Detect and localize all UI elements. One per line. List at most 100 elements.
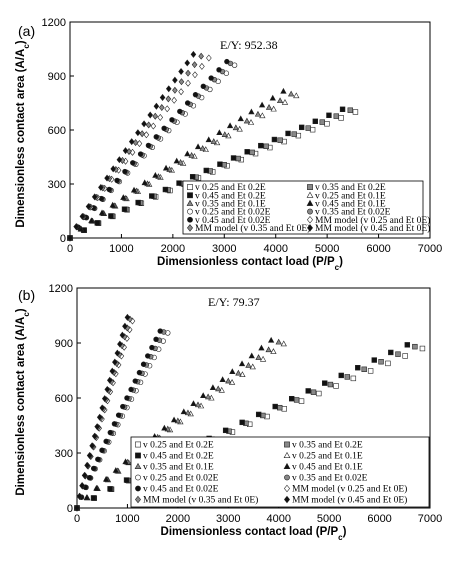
data-point xyxy=(170,416,178,423)
legend-item: v 0.35 and Et 0.02E xyxy=(284,474,368,484)
data-point xyxy=(109,367,116,375)
data-point xyxy=(255,354,262,360)
legend-marker xyxy=(135,441,141,448)
data-point xyxy=(249,363,256,370)
data-point xyxy=(173,157,180,164)
data-point xyxy=(184,100,191,106)
legend-item: v 0.35 and Et 0.2E xyxy=(284,441,363,451)
x-tick-label: 1000 xyxy=(109,243,133,255)
data-point xyxy=(245,361,252,368)
data-point xyxy=(90,495,97,501)
legend-label: MM model (v 0.45 and Et 0E) xyxy=(292,495,407,506)
legend-item: v 0.25 and Et 0.2E xyxy=(187,183,266,193)
legend-marker xyxy=(284,474,290,481)
x-tick-label: 3000 xyxy=(216,513,240,525)
data-point xyxy=(204,393,212,400)
data-point xyxy=(123,477,130,483)
legend-item: v 0.45 and Et 0.2E xyxy=(135,452,214,462)
data-point xyxy=(178,78,185,86)
data-point xyxy=(235,155,241,162)
data-point xyxy=(298,398,305,404)
legend-label: v 0.35 and Et 0.02E xyxy=(292,474,368,484)
y-tick-label: 600 xyxy=(55,393,73,405)
data-point xyxy=(219,376,226,382)
data-point xyxy=(157,328,163,334)
data-point xyxy=(136,369,143,376)
legend-item: v 0.25 and Et 0.02E xyxy=(187,208,271,218)
legend-item: v 0.35 and Et 0.1E xyxy=(134,462,214,473)
y-tick-label: 600 xyxy=(48,125,66,137)
data-point xyxy=(164,105,170,113)
data-point xyxy=(367,368,374,374)
data-point xyxy=(378,359,384,365)
data-point xyxy=(235,369,242,376)
annotation-ey: E/Y: 952.38 xyxy=(220,38,278,52)
legend-label: v 0.25 and Et 0.1E xyxy=(315,191,386,201)
data-point xyxy=(258,101,266,108)
data-point xyxy=(165,95,172,103)
data-point xyxy=(132,378,138,384)
legend-label: v 0.25 and Et 0.2E xyxy=(143,441,214,451)
data-point xyxy=(178,88,184,96)
data-point xyxy=(143,131,150,139)
data-point xyxy=(222,427,229,434)
data-point xyxy=(281,406,287,412)
y-axis-label: Dimensionless contact area (A/Ac) xyxy=(15,40,31,227)
data-point xyxy=(145,121,152,129)
data-point xyxy=(276,97,284,104)
data-point xyxy=(171,96,177,104)
data-point xyxy=(350,375,357,382)
data-point xyxy=(114,177,120,184)
panel-label: (b) xyxy=(18,287,35,303)
data-point xyxy=(136,140,143,148)
data-point xyxy=(305,125,311,131)
legend-item: v 0.45 and Et 0.2E xyxy=(187,191,266,201)
data-point xyxy=(280,340,287,347)
data-point xyxy=(147,111,154,119)
legend-marker xyxy=(187,224,193,232)
data-point xyxy=(190,400,197,407)
data-point xyxy=(327,381,334,388)
legend-item: v 0.35 and Et 0.2E xyxy=(307,183,386,193)
data-point xyxy=(79,482,85,490)
x-axis-label: Dimensionless contact load (P/Pc) xyxy=(157,256,343,272)
data-point xyxy=(277,404,283,411)
legend-item: MM model (v 0.35 and Et 0E) xyxy=(135,495,258,506)
data-point xyxy=(371,357,377,363)
legend-item: v 0.25 and Et 0.1E xyxy=(283,452,363,462)
legend-label: v 0.45 and Et 0.2E xyxy=(195,191,266,201)
legend-marker xyxy=(135,474,141,481)
data-point xyxy=(200,392,207,398)
data-point xyxy=(248,108,255,115)
data-point xyxy=(338,372,344,379)
data-point xyxy=(145,142,152,149)
chart-panel-1: 0 1000 2000 3000 4000 5000 6000 7000 0 300 600 900 1… xyxy=(15,17,442,272)
legend-marker xyxy=(134,462,142,470)
x-tick-label: 3000 xyxy=(212,243,236,255)
data-point xyxy=(217,161,223,167)
data-point xyxy=(269,94,276,101)
data-point xyxy=(192,71,198,79)
data-point xyxy=(95,456,101,462)
data-point xyxy=(120,403,126,410)
x-tick-label: 1000 xyxy=(115,513,139,525)
data-point xyxy=(271,136,278,143)
data-point xyxy=(108,213,114,219)
legend-marker xyxy=(307,216,313,224)
legend-item: v 0.25 and Et 0.2E xyxy=(135,441,214,451)
data-point xyxy=(115,412,122,418)
x-tick-label: 4000 xyxy=(263,243,287,255)
data-point xyxy=(395,351,401,357)
data-point xyxy=(132,139,139,147)
series-3 xyxy=(67,106,346,241)
data-point xyxy=(265,346,272,353)
data-point xyxy=(339,106,346,113)
panel-label: (a) xyxy=(18,23,35,39)
data-point xyxy=(263,143,269,149)
data-point xyxy=(149,344,155,351)
data-point xyxy=(83,494,90,500)
data-point xyxy=(402,353,408,359)
y-tick-label: 1200 xyxy=(49,283,73,295)
data-point xyxy=(277,137,283,143)
